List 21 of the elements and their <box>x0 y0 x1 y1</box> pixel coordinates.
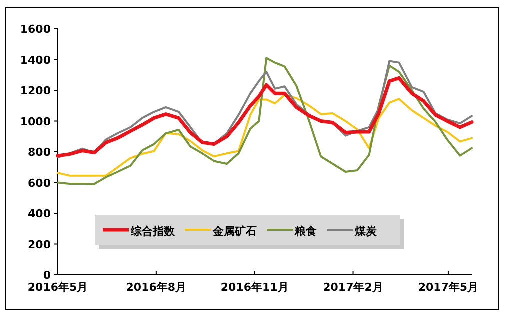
y-tick-label: 600 <box>28 176 52 190</box>
y-tick-label: 0 <box>43 269 52 282</box>
legend-label: 综合指数 <box>130 225 176 238</box>
x-tick-label: 2016年8月 <box>126 281 187 294</box>
legend-label: 金属矿石 <box>212 225 257 238</box>
y-tick-label: 1200 <box>20 84 52 98</box>
y-tick-label: 1400 <box>20 54 52 67</box>
line-series <box>57 94 473 177</box>
y-tick-label: 200 <box>28 238 52 252</box>
x-tick-label: 2017年2月 <box>323 281 384 294</box>
x-tick-label: 2017年5月 <box>418 281 479 294</box>
legend-label: 粮食 <box>294 225 317 238</box>
y-tick-label: 800 <box>28 146 52 159</box>
y-tick-label: 400 <box>28 208 52 220</box>
y-tick-label: 1600 <box>20 23 52 36</box>
x-tick-label: 2016年11月 <box>220 281 289 294</box>
line-series <box>56 76 474 158</box>
line-series <box>57 57 473 186</box>
y-tick-label: 1000 <box>20 115 52 128</box>
legend-label: 煤炭 <box>354 225 378 238</box>
x-tick-label: 2016年5月 <box>28 281 88 294</box>
